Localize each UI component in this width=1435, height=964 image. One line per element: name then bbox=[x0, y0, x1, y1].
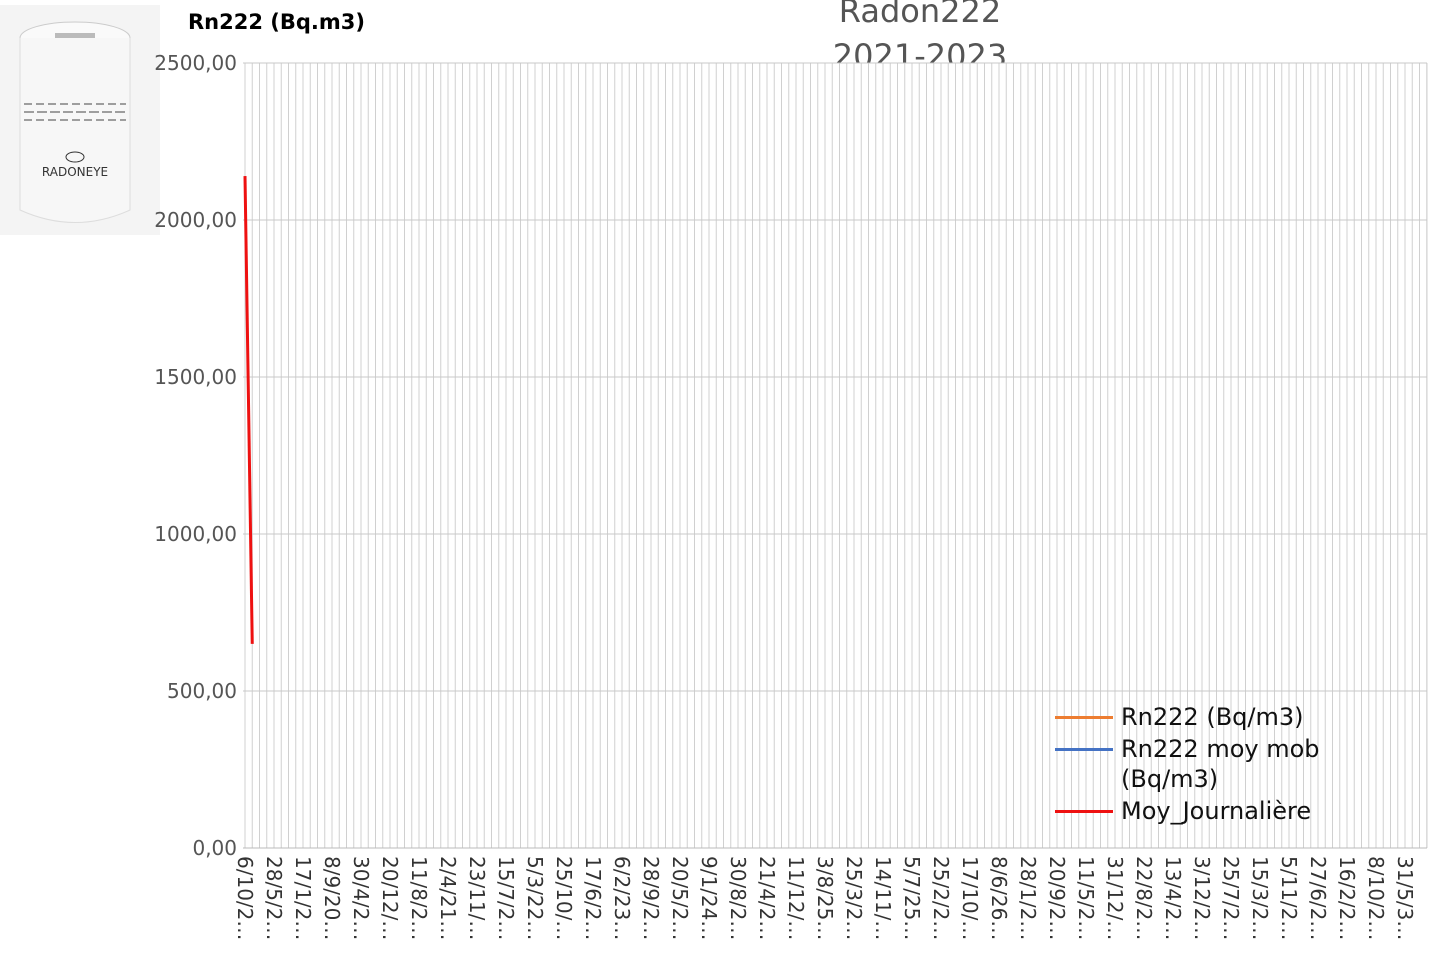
x-tick-label: 15/7/2… bbox=[494, 856, 518, 940]
legend-swatch bbox=[1055, 748, 1113, 751]
x-tick-label: 5/11/2… bbox=[1277, 856, 1301, 940]
legend-entry: Rn222 (Bq/m3) bbox=[1055, 702, 1336, 732]
x-tick-label: 17/1/2… bbox=[291, 856, 315, 940]
x-tick-label: 23/11/… bbox=[465, 856, 489, 940]
y-tick-label: 1000,00 bbox=[154, 522, 237, 546]
x-tick-label: 30/4/2… bbox=[349, 856, 373, 940]
y-tick-label: 2500,00 bbox=[154, 51, 237, 75]
y-tick-label: 1500,00 bbox=[154, 365, 237, 389]
x-tick-label: 20/5/2… bbox=[668, 856, 692, 940]
x-tick-label: 31/5/3… bbox=[1393, 856, 1417, 940]
x-tick-label: 11/8/2… bbox=[407, 856, 431, 940]
y-axis-title: Rn222 (Bq.m3) bbox=[188, 10, 365, 34]
x-tick-label: 5/7/25… bbox=[900, 856, 924, 940]
x-tick-label: 6/10/2… bbox=[233, 856, 257, 940]
legend-entry: Rn222 moy mob (Bq/m3) bbox=[1055, 734, 1336, 794]
x-tick-label: 25/2/2… bbox=[929, 856, 953, 940]
x-tick-label: 15/3/2… bbox=[1248, 856, 1272, 940]
x-tick-label: 22/8/2… bbox=[1132, 856, 1156, 940]
x-tick-label: 27/6/2… bbox=[1306, 856, 1330, 940]
x-tick-label: 28/5/2… bbox=[262, 856, 286, 940]
x-tick-label: 14/11/… bbox=[871, 856, 895, 940]
legend-swatch bbox=[1055, 810, 1113, 813]
y-tick-label: 0,00 bbox=[192, 836, 237, 860]
x-tick-label: 8/9/20… bbox=[320, 856, 344, 940]
x-tick-label: 16/2/2… bbox=[1335, 856, 1359, 940]
legend-label: Rn222 (Bq/m3) bbox=[1121, 702, 1336, 732]
x-tick-label: 30/8/2… bbox=[726, 856, 750, 940]
x-tick-label: 9/1/24… bbox=[697, 856, 721, 940]
legend: Rn222 (Bq/m3)Rn222 moy mob (Bq/m3)Moy_Jo… bbox=[1055, 702, 1336, 828]
x-tick-label: 11/12/… bbox=[784, 856, 808, 940]
legend-entry: Moy_Journalière bbox=[1055, 796, 1336, 826]
x-tick-label: 25/10/… bbox=[552, 856, 576, 940]
x-tick-label: 11/5/2… bbox=[1074, 856, 1098, 940]
x-tick-label: 3/12/2… bbox=[1190, 856, 1214, 940]
x-tick-label: 25/7/2… bbox=[1219, 856, 1243, 940]
x-tick-label: 20/12/… bbox=[378, 856, 402, 940]
x-tick-label: 17/10/… bbox=[958, 856, 982, 940]
x-tick-label: 21/4/2… bbox=[755, 856, 779, 940]
x-tick-label: 5/3/22… bbox=[523, 856, 547, 940]
x-tick-label: 20/9/2… bbox=[1045, 856, 1069, 940]
page: {"product_label": "RADONEYE", "chart_dat… bbox=[0, 0, 1435, 964]
x-tick-label: 25/3/2… bbox=[842, 856, 866, 940]
x-tick-label: 6/2/23… bbox=[610, 856, 634, 940]
chart-title: Radon222 bbox=[839, 0, 1001, 30]
x-tick-label: 8/6/26… bbox=[987, 856, 1011, 940]
device-label: RADONEYE bbox=[42, 165, 108, 179]
x-tick-label: 3/8/25… bbox=[813, 856, 837, 940]
x-tick-label: 17/6/2… bbox=[581, 856, 605, 940]
y-tick-label: 500,00 bbox=[167, 679, 237, 703]
legend-label: Moy_Journalière bbox=[1121, 796, 1336, 826]
x-tick-label: 28/9/2… bbox=[639, 856, 663, 940]
x-tick-label: 2/4/21… bbox=[436, 856, 460, 940]
x-tick-label: 13/4/2… bbox=[1161, 856, 1185, 940]
x-tick-label: 8/10/2… bbox=[1364, 856, 1388, 940]
y-tick-label: 2000,00 bbox=[154, 208, 237, 232]
device-image: RADONEYE bbox=[0, 5, 160, 235]
x-tick-label: 28/1/2… bbox=[1016, 856, 1040, 940]
legend-label: Rn222 moy mob (Bq/m3) bbox=[1121, 734, 1336, 794]
legend-swatch bbox=[1055, 716, 1113, 719]
x-tick-label: 31/12/… bbox=[1103, 856, 1127, 940]
